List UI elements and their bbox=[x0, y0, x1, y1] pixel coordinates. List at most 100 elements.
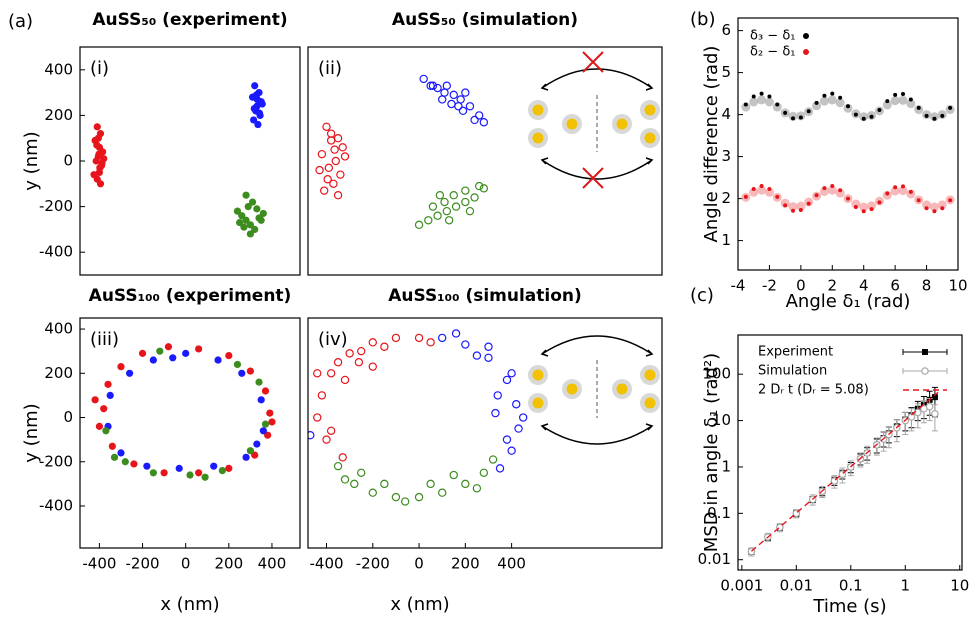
legend-marker bbox=[803, 49, 809, 55]
x-tick-label: 400 bbox=[258, 555, 287, 573]
point bbox=[743, 194, 748, 199]
x-tick-label: 0 bbox=[414, 555, 424, 573]
point bbox=[759, 184, 764, 188]
point bbox=[751, 186, 756, 191]
point bbox=[419, 74, 428, 84]
point bbox=[264, 431, 272, 439]
particles bbox=[528, 365, 660, 413]
point bbox=[257, 396, 265, 404]
point bbox=[502, 375, 512, 385]
y-axis-label: Angle difference (rad) bbox=[701, 46, 722, 243]
x-tick-label: -400 bbox=[82, 555, 116, 573]
point bbox=[175, 464, 183, 472]
point bbox=[414, 333, 424, 343]
point bbox=[924, 113, 929, 118]
x-tick-label: 4 bbox=[859, 277, 869, 295]
arrow-head bbox=[540, 349, 549, 357]
point bbox=[475, 111, 484, 120]
point bbox=[838, 188, 843, 193]
y-axis-label: y (nm) bbox=[21, 403, 42, 462]
point bbox=[242, 453, 250, 461]
point bbox=[225, 464, 233, 472]
point bbox=[251, 225, 259, 233]
point bbox=[333, 190, 343, 200]
point bbox=[214, 356, 222, 364]
arrow-head bbox=[540, 157, 549, 165]
point bbox=[251, 82, 259, 90]
point bbox=[472, 351, 482, 360]
point bbox=[898, 186, 908, 196]
panel: (b)Angle δ₁ (rad)Angle difference (rad) 1… bbox=[690, 9, 968, 312]
point bbox=[940, 113, 945, 118]
point bbox=[255, 109, 264, 117]
y-tick-label: 200 bbox=[44, 106, 73, 124]
point bbox=[798, 115, 803, 120]
point bbox=[236, 218, 244, 227]
point bbox=[110, 453, 119, 461]
point bbox=[210, 462, 218, 470]
point bbox=[741, 102, 751, 112]
point bbox=[893, 185, 898, 190]
point bbox=[806, 109, 811, 114]
point bbox=[261, 420, 270, 428]
y-tick-label: 10 bbox=[712, 411, 731, 429]
point bbox=[751, 94, 756, 99]
point bbox=[449, 190, 458, 200]
arrow-head bbox=[540, 423, 549, 431]
point bbox=[491, 408, 500, 418]
panel-label: (c) bbox=[690, 285, 714, 306]
point bbox=[195, 345, 203, 353]
point bbox=[932, 209, 937, 214]
y-tick-label: 5 bbox=[721, 63, 731, 81]
point bbox=[322, 435, 331, 444]
point bbox=[182, 349, 190, 357]
point bbox=[940, 206, 945, 211]
point bbox=[867, 201, 877, 211]
point bbox=[749, 187, 759, 197]
x-tick-label: 200 bbox=[451, 555, 480, 573]
point bbox=[100, 405, 108, 413]
point bbox=[98, 159, 106, 167]
x-tick-label: 0.01 bbox=[780, 577, 813, 595]
point bbox=[317, 391, 327, 400]
point bbox=[117, 363, 125, 371]
point bbox=[326, 426, 336, 435]
point bbox=[106, 391, 114, 400]
point bbox=[764, 97, 774, 107]
point bbox=[788, 111, 798, 121]
point bbox=[493, 391, 502, 400]
plot-area bbox=[315, 74, 489, 230]
point bbox=[929, 112, 939, 122]
point bbox=[424, 216, 433, 225]
point bbox=[380, 479, 389, 489]
point bbox=[484, 342, 493, 351]
legend-marker bbox=[803, 33, 809, 39]
point bbox=[470, 115, 479, 125]
point bbox=[767, 94, 772, 99]
point bbox=[479, 118, 489, 127]
point bbox=[495, 464, 505, 473]
point bbox=[488, 455, 498, 464]
y-tick-label: 0 bbox=[63, 408, 73, 426]
axis-frame bbox=[79, 317, 301, 549]
point bbox=[932, 116, 937, 121]
arrow-head bbox=[645, 157, 654, 165]
point bbox=[456, 95, 465, 104]
point bbox=[414, 220, 424, 230]
point bbox=[775, 194, 780, 199]
point bbox=[437, 488, 447, 497]
panel: AuSS₅₀ (simulation) (ii) bbox=[307, 10, 663, 276]
point bbox=[317, 149, 327, 159]
point bbox=[143, 462, 151, 470]
point bbox=[948, 198, 953, 203]
point bbox=[814, 193, 819, 198]
y-tick-label: 1 bbox=[721, 457, 731, 475]
point bbox=[428, 202, 438, 211]
point bbox=[759, 91, 764, 96]
point bbox=[472, 484, 482, 493]
arrow-head bbox=[645, 349, 654, 357]
point bbox=[400, 497, 410, 506]
x-tick-label: 2 bbox=[828, 277, 838, 295]
plot-area bbox=[747, 386, 939, 557]
point bbox=[479, 468, 489, 478]
